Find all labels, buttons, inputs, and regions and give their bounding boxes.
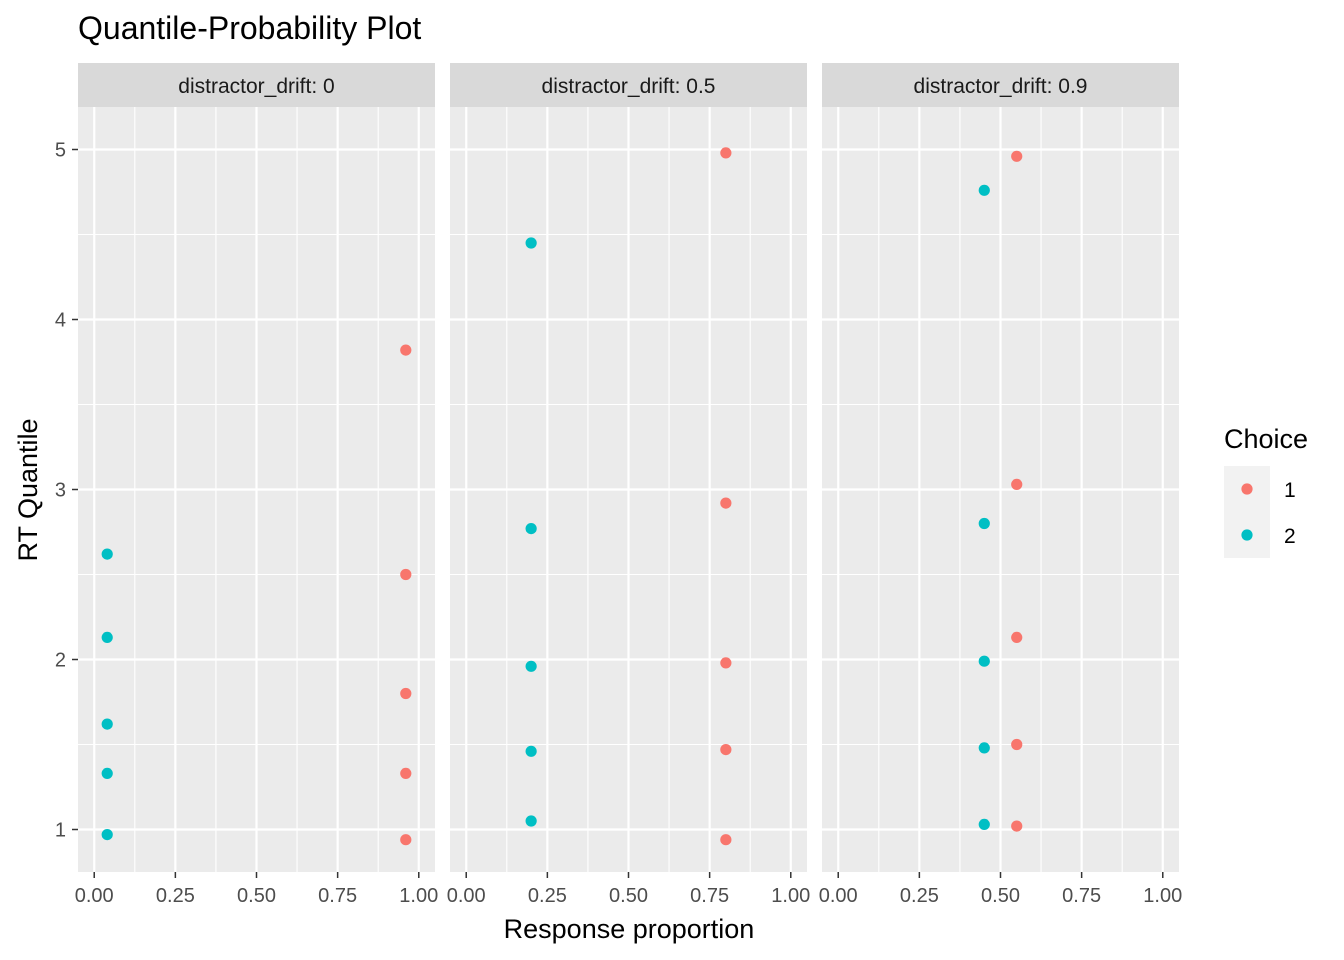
data-point-choice-2 — [101, 767, 113, 780]
facet-panel: distractor_drift: 0.9 0.00 0.25 0.50 0.75 1.0… — [819, 63, 1182, 907]
data-point-choice-1 — [720, 497, 732, 509]
x-tick-label: 1.00 — [771, 885, 810, 907]
data-point-choice-1 — [1011, 820, 1023, 832]
data-point-choice-2 — [525, 523, 537, 535]
legend-key-point — [1241, 529, 1253, 541]
facet-panel: distractor_drift: 0.5 0.00 0.25 0.50 0.75 1.0… — [447, 63, 810, 907]
data-point-choice-2 — [525, 660, 537, 672]
data-point-choice-2 — [101, 631, 113, 644]
y-axis: 1 2 3 4 5 — [55, 140, 78, 842]
x-tick-label: 1.00 — [399, 885, 438, 907]
data-point-choice-2 — [978, 517, 990, 530]
x-tick-label: 0.25 — [900, 885, 939, 907]
chart-title: Quantile-Probability Plot — [78, 10, 421, 46]
y-axis-title: RT Quantile — [13, 418, 43, 561]
legend-title: Choice — [1224, 424, 1308, 454]
y-tick-label: 4 — [55, 310, 66, 332]
facet-strip — [822, 63, 1179, 107]
data-point-choice-1 — [1011, 631, 1023, 644]
facet-strip-label: distractor_drift: 0.9 — [914, 75, 1088, 98]
y-tick-label: 5 — [55, 140, 66, 162]
data-point-choice-1 — [400, 767, 412, 780]
y-tick-label: 2 — [55, 650, 66, 672]
x-tick-label: 0.50 — [237, 885, 276, 907]
data-point-choice-1 — [1011, 738, 1023, 751]
data-point-choice-2 — [525, 815, 537, 827]
y-tick-label: 3 — [55, 480, 66, 502]
data-point-choice-1 — [400, 344, 412, 356]
data-point-choice-1 — [400, 568, 412, 581]
data-point-choice-1 — [1011, 478, 1023, 490]
facet-panel: distractor_drift: 0 0.00 0.25 0.50 0.75 1.00 — [75, 63, 438, 907]
facet-strip — [450, 63, 807, 107]
panels-layer: distractor_drift: 00.00 0.25 0.50 0.75 1.00d… — [75, 63, 1182, 907]
data-point-choice-1 — [400, 687, 412, 700]
legend-key-point — [1241, 483, 1253, 495]
data-point-choice-2 — [525, 237, 537, 249]
data-point-choice-1 — [720, 744, 732, 756]
x-tick-label: 1.00 — [1143, 885, 1182, 907]
data-point-choice-2 — [101, 829, 113, 841]
y-tick-label: 1 — [55, 820, 66, 842]
data-point-choice-2 — [978, 742, 990, 754]
facet-strip-label: distractor_drift: 0 — [178, 75, 334, 98]
x-tick-label: 0.00 — [447, 885, 486, 907]
x-tick-label: 0.50 — [609, 885, 648, 907]
legend: Choice 1 2 — [1224, 424, 1308, 558]
x-tick-label: 0.50 — [981, 885, 1020, 907]
x-tick-label: 0.75 — [1062, 885, 1101, 907]
data-point-choice-1 — [720, 657, 732, 669]
x-tick-label: 0.00 — [75, 885, 114, 907]
x-tick-label: 0.25 — [528, 885, 567, 907]
facet-strip-label: distractor_drift: 0.5 — [542, 75, 716, 98]
data-point-choice-2 — [978, 184, 990, 196]
data-point-choice-1 — [400, 834, 412, 846]
data-point-choice-1 — [1011, 150, 1023, 162]
data-point-choice-2 — [978, 655, 990, 667]
x-tick-label: 0.25 — [156, 885, 195, 907]
facet-strip — [78, 63, 435, 107]
data-point-choice-1 — [720, 834, 732, 846]
data-point-choice-2 — [978, 818, 990, 831]
legend-label: 1 — [1284, 479, 1296, 502]
data-point-choice-1 — [720, 147, 732, 159]
x-tick-label: 0.75 — [318, 885, 357, 907]
x-axis-title: Response proportion — [504, 914, 755, 944]
data-point-choice-2 — [101, 548, 113, 560]
data-point-choice-2 — [525, 745, 537, 757]
x-tick-label: 0.75 — [690, 885, 729, 907]
x-tick-label: 0.00 — [819, 885, 858, 907]
data-point-choice-2 — [101, 718, 113, 730]
legend-label: 2 — [1284, 525, 1296, 548]
